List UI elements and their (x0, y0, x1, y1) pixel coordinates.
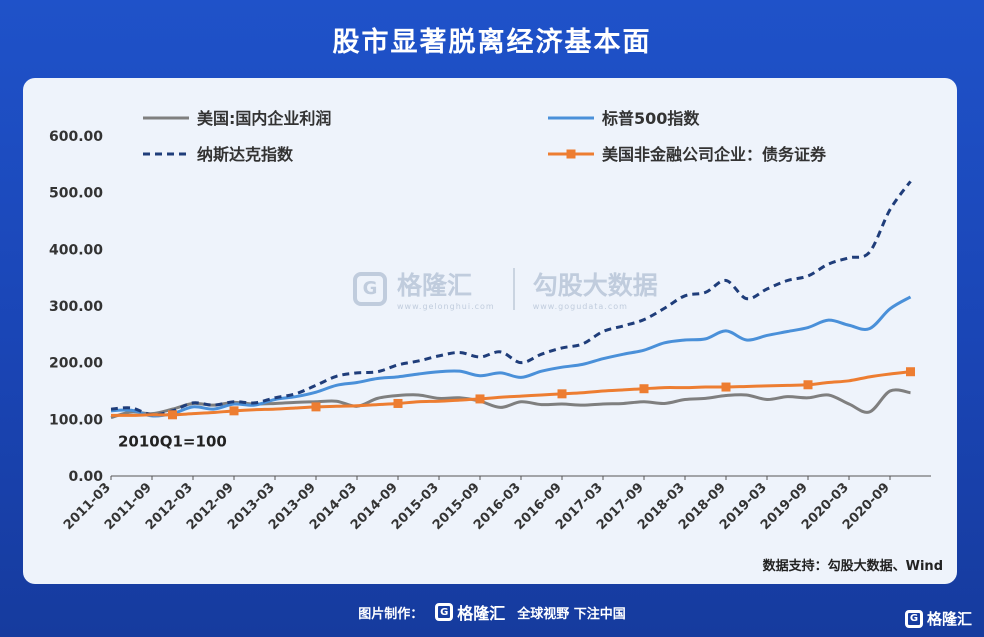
series-point-4 (311, 402, 321, 412)
base-note: 2010Q1=100 (118, 432, 227, 450)
series-point-4 (168, 410, 177, 420)
series-line-3 (110, 180, 912, 417)
source-note: 数据支持：勾股大数据、Wind (762, 559, 943, 574)
y-tick-label: 400.00 (49, 242, 103, 258)
page-title: 股市显著脱离经济基本面 (332, 27, 652, 58)
legend-label-3: 纳斯达克指数 (197, 145, 294, 164)
series-line-4 (110, 370, 911, 417)
series-point-4 (393, 398, 403, 408)
series-point-4 (721, 382, 731, 392)
series-point-4 (229, 406, 239, 416)
footer-brand: G 格隆汇 (435, 600, 505, 624)
series-point-4 (557, 389, 567, 399)
watermark-divider (512, 267, 515, 310)
legend-label-4: 美国非金融公司企业：债务证券 (602, 145, 827, 164)
corner-logo: G 格隆汇 (904, 608, 972, 629)
legend-label-1: 美国:国内企业利润 (197, 109, 331, 128)
brand-logo-icon: G (435, 603, 454, 621)
line-chart: 0.00 100.00 200.00 300.00 400.00 500.00 600.00… (49, 109, 931, 533)
series-point-4 (906, 367, 915, 377)
watermark-partner: 勾股大数据 (532, 271, 658, 300)
y-tick-label: 100.00 (49, 412, 103, 428)
chart-panel: G 格隆汇 www.gelonghui.com 勾股大数据 www.gogudata… (23, 78, 957, 584)
watermark-logo-icon: G (353, 271, 387, 306)
corner-logo-icon: G (904, 609, 923, 628)
y-tick-label: 0.00 (68, 469, 103, 485)
corner-brand-name: 格隆汇 (926, 610, 972, 628)
series-line-2 (110, 295, 912, 418)
legend-label-2: 标普500指数 (601, 109, 700, 128)
watermark-brand: 格隆汇 (397, 271, 473, 300)
footer: 图片制作： G 格隆汇 全球视野 下注中国 (0, 600, 984, 624)
footer-slogan: 全球视野 下注中国 (517, 606, 626, 622)
watermark-brand-url: www.gelonghui.com (397, 302, 495, 311)
y-tick-label: 300.00 (49, 299, 103, 315)
watermark: G 格隆汇 www.gelonghui.com 勾股大数据 www.gogudata… (353, 266, 658, 311)
series-point-4 (803, 380, 813, 390)
series-point-4 (475, 394, 485, 404)
legend-marker (566, 149, 576, 159)
y-tick-label: 600.00 (49, 129, 103, 145)
y-tick-label: 200.00 (49, 356, 103, 372)
y-tick-label: 500.00 (49, 186, 103, 202)
footer-brand-name: 格隆汇 (457, 604, 506, 623)
watermark-partner-url: www.gogudata.com (532, 302, 628, 311)
footer-made-by: 图片制作： (358, 606, 424, 622)
series-point-4 (639, 384, 649, 394)
